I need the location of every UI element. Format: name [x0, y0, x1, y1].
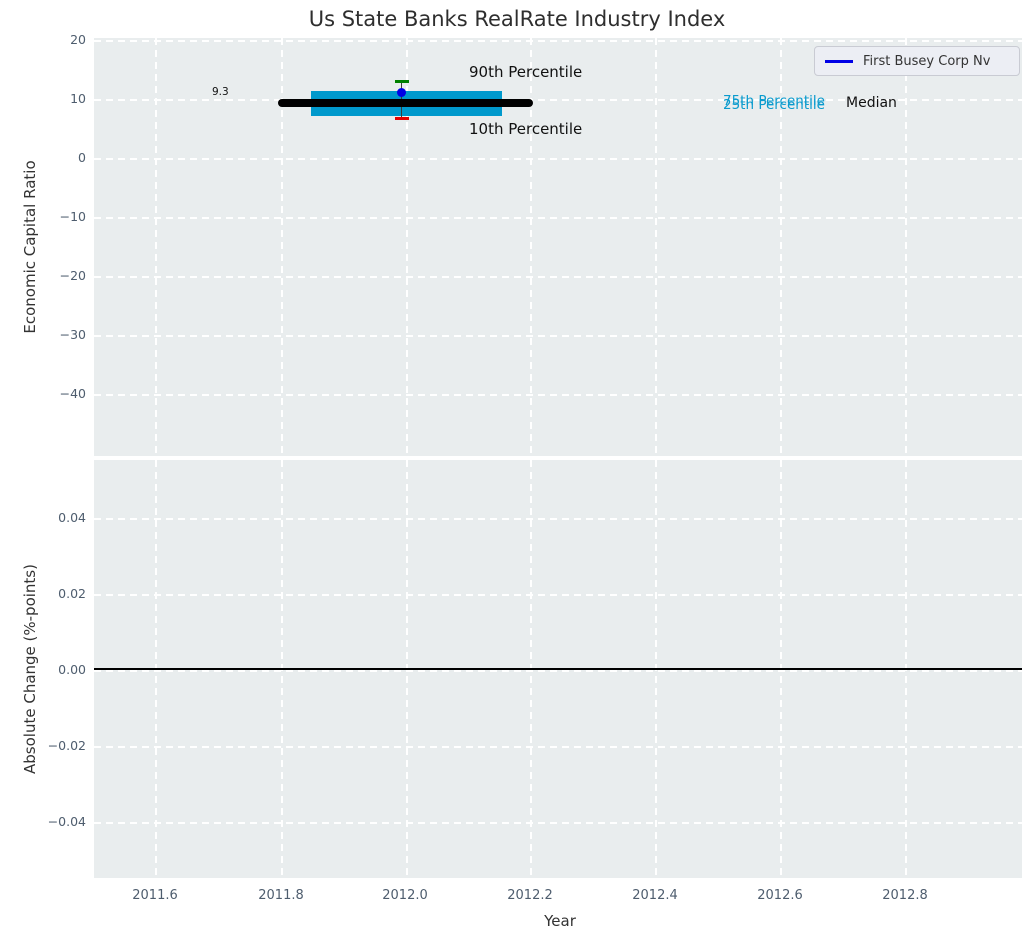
gridline-h: [94, 40, 1022, 42]
gridline-v: [155, 38, 157, 456]
percentile-10-cap: [395, 117, 409, 120]
gridline-h: [94, 394, 1022, 396]
y-tick-label: 0.00: [58, 662, 86, 677]
zero-reference-line: [94, 668, 1022, 670]
gridline-h: [94, 594, 1022, 596]
legend-line-icon: [825, 59, 853, 63]
x-tick-label: 2012.8: [882, 888, 928, 903]
y-tick-label: −0.04: [47, 814, 86, 829]
y-tick-label: −40: [59, 386, 86, 401]
y-tick-label: −10: [59, 209, 86, 224]
y-tick-label: −0.02: [47, 738, 86, 753]
y-tick-label: −20: [59, 268, 86, 283]
chart-title: Us State Banks RealRate Industry Index: [308, 7, 726, 31]
gridline-h: [94, 822, 1022, 824]
gridline-h: [94, 99, 1022, 101]
p90-annotation: 90th Percentile: [469, 63, 583, 81]
gridline-v: [655, 38, 657, 456]
y-tick-label: 10: [70, 91, 86, 106]
gridline-h: [94, 158, 1022, 160]
y-tick-label: 0.02: [58, 586, 86, 601]
y-tick-label: 0.04: [58, 510, 86, 525]
legend-label: First Busey Corp Nv: [863, 53, 991, 69]
top-y-axis-label: Economic Capital Ratio: [21, 160, 39, 334]
x-tick-label: 2011.6: [132, 888, 178, 903]
y-tick-label: 20: [70, 32, 86, 47]
legend: First Busey Corp Nv: [814, 46, 1020, 76]
x-tick-label: 2012.4: [632, 888, 678, 903]
bottom-y-axis-label: Absolute Change (%-points): [21, 564, 39, 774]
median-annotation: Median: [846, 95, 897, 111]
median-line: [278, 99, 533, 107]
x-tick-label: 2012.2: [507, 888, 553, 903]
gridline-h: [94, 276, 1022, 278]
p25-annotation: 25th Percentile: [723, 97, 825, 113]
gridline-h: [94, 746, 1022, 748]
gridline-v: [406, 38, 408, 456]
gridline-v: [530, 38, 532, 456]
x-axis-label: Year: [544, 912, 576, 930]
x-tick-label: 2011.8: [258, 888, 304, 903]
gridline-v: [281, 38, 283, 456]
p10-annotation: 10th Percentile: [469, 120, 583, 138]
gridline-h: [94, 518, 1022, 520]
y-tick-label: 0: [78, 150, 86, 165]
percentile-90-cap: [395, 80, 409, 83]
gridline-v: [780, 38, 782, 456]
gridline-h: [94, 670, 1022, 672]
p75-annotation: 75th Percentile: [723, 93, 825, 109]
gridline-v: [905, 38, 907, 456]
gridline-h: [94, 335, 1022, 337]
x-tick-label: 2012.0: [382, 888, 428, 903]
median-value-annotation: 9.3: [212, 86, 229, 98]
gridline-h: [94, 217, 1022, 219]
y-tick-label: −30: [59, 327, 86, 342]
company-data-point: [397, 88, 406, 97]
x-tick-label: 2012.6: [757, 888, 803, 903]
top-plot-area: [94, 38, 1022, 456]
